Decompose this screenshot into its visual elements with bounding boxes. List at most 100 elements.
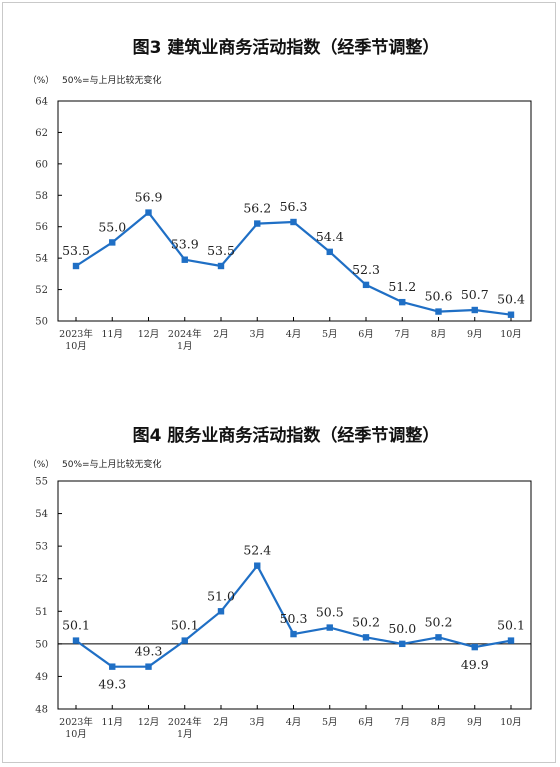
x-tick-label: 12月 bbox=[138, 717, 160, 728]
data-point bbox=[507, 637, 515, 644]
x-tick-label: 5月 bbox=[322, 329, 338, 340]
y-tick-label: 62 bbox=[35, 128, 48, 139]
x-tick-label: 11月 bbox=[101, 329, 123, 340]
x-tick-label: 6月 bbox=[358, 717, 374, 728]
x-tick-label: 2月 bbox=[213, 717, 229, 728]
data-label: 51.0 bbox=[207, 588, 235, 603]
data-label: 50.3 bbox=[280, 611, 308, 626]
y-unit-label: （%） bbox=[28, 75, 55, 86]
x-tick-label: 10月 bbox=[500, 329, 522, 340]
data-point bbox=[362, 281, 370, 289]
data-label: 53.5 bbox=[62, 243, 90, 258]
x-tick-label: 10月 bbox=[65, 341, 87, 352]
data-point bbox=[145, 209, 152, 216]
data-label: 50.0 bbox=[388, 621, 416, 636]
x-tick-label: 9月 bbox=[467, 329, 483, 340]
data-label: 49.9 bbox=[461, 657, 489, 672]
data-point bbox=[72, 637, 80, 644]
x-tick-label: 9月 bbox=[467, 717, 483, 728]
data-point bbox=[290, 218, 297, 226]
data-label: 49.3 bbox=[98, 677, 126, 692]
x-tick-label: 11月 bbox=[101, 717, 123, 728]
x-tick-label: 1月 bbox=[177, 341, 193, 352]
x-tick-label: 7月 bbox=[394, 329, 410, 340]
y-tick-label: 64 bbox=[35, 97, 48, 108]
y-tick-label: 48 bbox=[35, 705, 48, 716]
data-point bbox=[326, 248, 333, 256]
y-unit-label: （%） bbox=[28, 459, 55, 470]
data-point bbox=[435, 634, 442, 641]
x-tick-label: 3月 bbox=[249, 329, 265, 340]
y-tick-label: 50 bbox=[35, 317, 48, 328]
data-point bbox=[326, 624, 333, 631]
x-tick-label: 2023年 bbox=[59, 716, 93, 728]
construction-chart: 图3 建筑业商务活动指数（经季节调整） （%） 50%=与上月比较无变化 50 5… bbox=[28, 37, 532, 352]
chart-note: 50%=与上月比较无变化 bbox=[62, 74, 162, 86]
data-label: 50.2 bbox=[352, 614, 380, 629]
data-point bbox=[254, 562, 261, 569]
data-label: 53.9 bbox=[171, 237, 199, 252]
x-tick-label: 4月 bbox=[286, 329, 302, 340]
data-point bbox=[109, 239, 116, 246]
x-tick-label: 4月 bbox=[286, 717, 302, 728]
data-label: 50.5 bbox=[316, 605, 344, 620]
data-label: 52.3 bbox=[352, 262, 380, 277]
y-tick-label: 54 bbox=[35, 254, 48, 265]
data-label: 50.7 bbox=[461, 287, 489, 302]
x-tick-label: 5月 bbox=[322, 717, 338, 728]
data-label: 50.1 bbox=[171, 618, 199, 633]
y-tick-label: 50 bbox=[35, 639, 48, 650]
x-tick-label: 10月 bbox=[65, 729, 87, 740]
y-tick-label: 53 bbox=[35, 542, 48, 553]
x-tick-label: 6月 bbox=[358, 329, 374, 340]
x-tick-label: 2月 bbox=[213, 329, 229, 340]
data-label: 51.2 bbox=[388, 279, 416, 294]
data-label: 49.3 bbox=[135, 644, 163, 659]
x-tick-label: 3月 bbox=[249, 717, 265, 728]
data-label: 56.3 bbox=[280, 199, 308, 214]
data-label: 50.1 bbox=[62, 618, 90, 633]
x-tick-label: 2023年 bbox=[59, 328, 93, 340]
chart-note: 50%=与上月比较无变化 bbox=[62, 458, 162, 470]
data-point bbox=[399, 640, 406, 648]
data-point bbox=[399, 298, 406, 306]
data-label: 52.4 bbox=[243, 543, 271, 558]
data-point bbox=[72, 262, 80, 270]
data-label: 56.2 bbox=[243, 201, 271, 216]
plot-frame bbox=[57, 480, 532, 710]
x-tick-label: 10月 bbox=[500, 717, 522, 728]
data-point bbox=[217, 608, 225, 615]
x-tick-label: 2024年 bbox=[168, 716, 202, 728]
y-tick-label: 54 bbox=[35, 509, 48, 520]
data-point bbox=[290, 630, 297, 638]
data-label: 56.9 bbox=[135, 190, 163, 205]
x-tick-label: 2024年 bbox=[168, 328, 202, 340]
data-point bbox=[507, 311, 515, 318]
data-label: 50.4 bbox=[497, 292, 525, 307]
data-point bbox=[145, 663, 152, 670]
services-chart: 图4 服务业商务活动指数（经季节调整） （%） 50%=与上月比较无变化 48 4… bbox=[28, 425, 532, 740]
data-label: 55.0 bbox=[98, 219, 126, 234]
y-tick-label: 52 bbox=[35, 285, 48, 296]
data-label: 50.1 bbox=[497, 618, 525, 633]
data-label: 53.5 bbox=[207, 243, 235, 258]
x-tick-label: 8月 bbox=[431, 717, 447, 728]
y-tick-label: 56 bbox=[35, 222, 48, 233]
x-tick-label: 7月 bbox=[394, 717, 410, 728]
data-point bbox=[471, 643, 478, 651]
data-label: 50.6 bbox=[425, 289, 453, 304]
y-tick-label: 60 bbox=[35, 159, 48, 170]
x-tick-label: 12月 bbox=[138, 329, 160, 340]
x-tick-label: 1月 bbox=[177, 729, 193, 740]
data-point bbox=[435, 308, 442, 315]
y-tick-label: 52 bbox=[35, 574, 48, 585]
y-tick-label: 55 bbox=[35, 477, 48, 488]
plot-frame bbox=[57, 100, 532, 322]
data-point bbox=[471, 306, 478, 314]
chart-title: 图3 建筑业商务活动指数（经季节调整） bbox=[133, 37, 440, 58]
data-point bbox=[109, 663, 116, 670]
y-tick-label: 51 bbox=[35, 607, 48, 618]
data-point bbox=[362, 634, 370, 641]
data-label: 50.2 bbox=[425, 614, 453, 629]
